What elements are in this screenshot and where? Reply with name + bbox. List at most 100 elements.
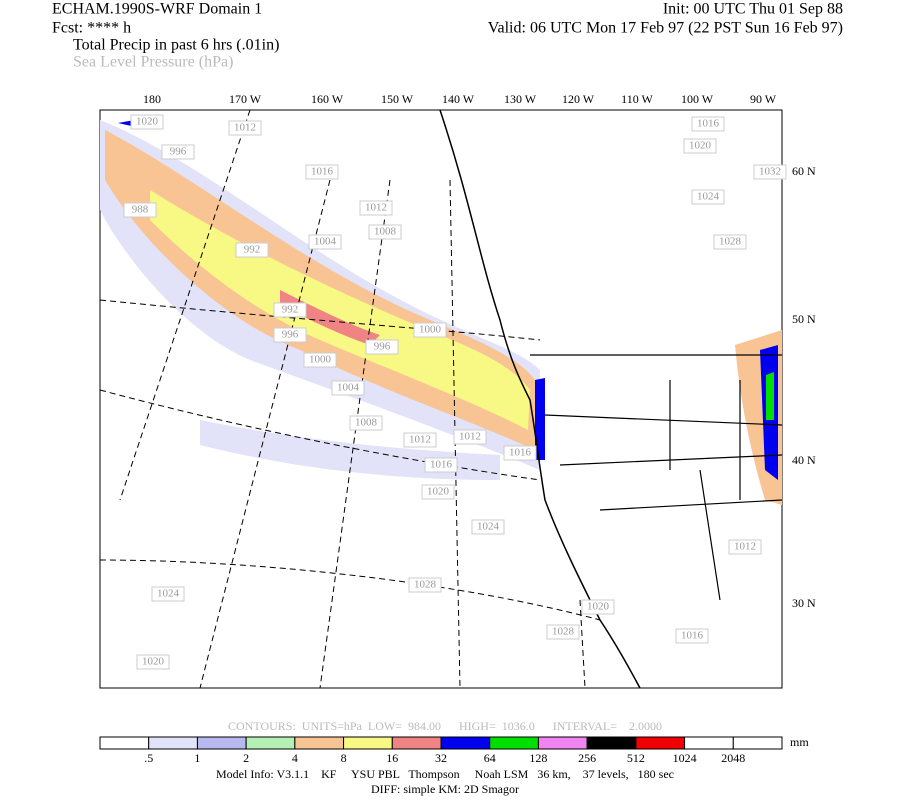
colorbar-box bbox=[440, 736, 491, 750]
colorbar-box bbox=[537, 736, 588, 750]
isobar-label: 1012 bbox=[459, 431, 481, 443]
lon-label: 100 W bbox=[681, 92, 714, 106]
isobar-label-box bbox=[453, 429, 487, 445]
colorbar-box bbox=[245, 736, 296, 750]
lon-label: 110 W bbox=[621, 92, 653, 106]
isobar-label: 1020 bbox=[136, 116, 159, 128]
state-borders bbox=[530, 354, 783, 601]
colorbar-label: 128 bbox=[529, 751, 547, 765]
colorbar-box bbox=[196, 736, 247, 750]
isobar-label-box bbox=[683, 138, 717, 154]
isobar-label-box bbox=[424, 457, 458, 473]
colorbar-box bbox=[294, 736, 345, 750]
isobar-label: 1016 bbox=[697, 118, 720, 130]
isobar-label-box bbox=[308, 234, 342, 250]
isobar-label-box bbox=[546, 624, 580, 640]
isobar-label: 1000 bbox=[309, 354, 332, 366]
isobar-label: 1020 bbox=[587, 601, 610, 613]
isobar-label-box bbox=[753, 164, 787, 180]
isobar-label: 1020 bbox=[689, 140, 712, 152]
isobar-label-box bbox=[136, 654, 170, 670]
graticule bbox=[99, 109, 601, 689]
isobar-label: 1028 bbox=[414, 579, 437, 591]
colorbar-label: 256 bbox=[578, 751, 596, 765]
isobar-label: 1016 bbox=[681, 630, 704, 642]
lat-label: 60 N bbox=[792, 164, 816, 178]
field-secondary: Sea Level Pressure (hPa) bbox=[73, 54, 233, 71]
isobar-label: 1004 bbox=[337, 382, 360, 394]
isobar-label-box bbox=[581, 599, 615, 615]
lat-label: 30 N bbox=[792, 596, 816, 610]
precip-coast bbox=[535, 378, 545, 460]
isobar-label: 1012 bbox=[734, 541, 756, 553]
colorbar-box bbox=[586, 736, 637, 750]
isobar-label: 1008 bbox=[355, 417, 378, 429]
colorbar-label: 1 bbox=[194, 751, 200, 765]
init-time: Init: 00 UTC Thu 01 Sep 88 bbox=[663, 1, 843, 18]
isobar-label: 1016 bbox=[311, 166, 334, 178]
isobar-label-box bbox=[421, 484, 455, 500]
isobar-label-box bbox=[273, 302, 307, 318]
colorbar-label: 1024 bbox=[673, 751, 697, 765]
isobar-label-box bbox=[403, 432, 437, 448]
lon-label: 130 W bbox=[504, 92, 537, 106]
isobar-label-box bbox=[675, 628, 709, 644]
isobar-label: 1028 bbox=[719, 236, 742, 248]
colorbar-unit: mm bbox=[790, 735, 809, 749]
isobar-label: 1016 bbox=[430, 459, 453, 471]
colorbar-label: 16 bbox=[386, 751, 398, 765]
isobar-label: 1008 bbox=[374, 226, 397, 238]
isobar-label: 1012 bbox=[365, 202, 387, 214]
lon-label: 160 W bbox=[311, 92, 344, 106]
colorbar-box bbox=[635, 736, 686, 750]
isobar-label-box bbox=[713, 234, 747, 250]
isobar-label-box bbox=[365, 339, 399, 355]
isobar-label-box bbox=[235, 242, 269, 258]
isobar-label: 1032 bbox=[759, 166, 781, 178]
isobar-label: 996 bbox=[374, 341, 391, 353]
title: ECHAM.1990S-WRF Domain 1 bbox=[52, 1, 262, 18]
lon-label: 150 W bbox=[381, 92, 414, 106]
isobar-label-box bbox=[691, 116, 725, 132]
colorbar-box bbox=[99, 736, 150, 750]
lon-label: 180 bbox=[143, 92, 161, 106]
lat-label: 40 N bbox=[792, 453, 816, 467]
lon-label: 90 W bbox=[750, 92, 777, 106]
lon-label: 140 W bbox=[442, 92, 475, 106]
isobar-label-box bbox=[273, 327, 307, 343]
colorbar-box bbox=[489, 736, 539, 750]
isobar-label-box bbox=[305, 164, 339, 180]
isobar-label-box bbox=[503, 445, 537, 461]
colorbar-label: 4 bbox=[292, 751, 298, 765]
isobar-label-box bbox=[408, 577, 442, 593]
isobar-label-box bbox=[151, 586, 185, 602]
colorbar-label: 32 bbox=[435, 751, 447, 765]
colorbar-label: 2 bbox=[243, 751, 249, 765]
colorbar-label: 8 bbox=[341, 751, 347, 765]
isobar-label: 1004 bbox=[314, 236, 337, 248]
isobar-label-box bbox=[349, 415, 383, 431]
colorbar-box bbox=[148, 736, 198, 750]
isobar-label: 1024 bbox=[157, 588, 180, 600]
isobar-label-box bbox=[728, 539, 762, 555]
field-primary: Total Precip in past 6 hrs (.01in) bbox=[73, 37, 279, 54]
isobar-label-box bbox=[471, 519, 505, 535]
model-info: Model Info: V3.1.1 KF YSU PBL Thompson N… bbox=[216, 767, 674, 781]
lon-label: 120 W bbox=[562, 92, 595, 106]
isobar-label-box bbox=[331, 380, 365, 396]
colorbar-label: 2048 bbox=[721, 751, 745, 765]
isobar-label-box bbox=[368, 224, 402, 240]
isobar-label-box bbox=[228, 120, 262, 136]
colorbar-box bbox=[343, 736, 393, 750]
colorbar-box bbox=[684, 736, 734, 750]
valid-time: Valid: 06 UTC Mon 17 Feb 97 (22 PST Sun … bbox=[488, 20, 843, 37]
isobar-label: 1020 bbox=[142, 656, 165, 668]
isobar-label: 992 bbox=[282, 304, 299, 316]
isobar-label: 1020 bbox=[427, 486, 450, 498]
isobar-label-box bbox=[359, 200, 393, 216]
isobar-label-box bbox=[691, 189, 725, 205]
forecast-hour: Fcst: **** h bbox=[52, 20, 131, 37]
isobar-label-box bbox=[123, 202, 157, 218]
isobar-label: 1024 bbox=[697, 191, 720, 203]
isobar-label-box bbox=[161, 144, 195, 160]
